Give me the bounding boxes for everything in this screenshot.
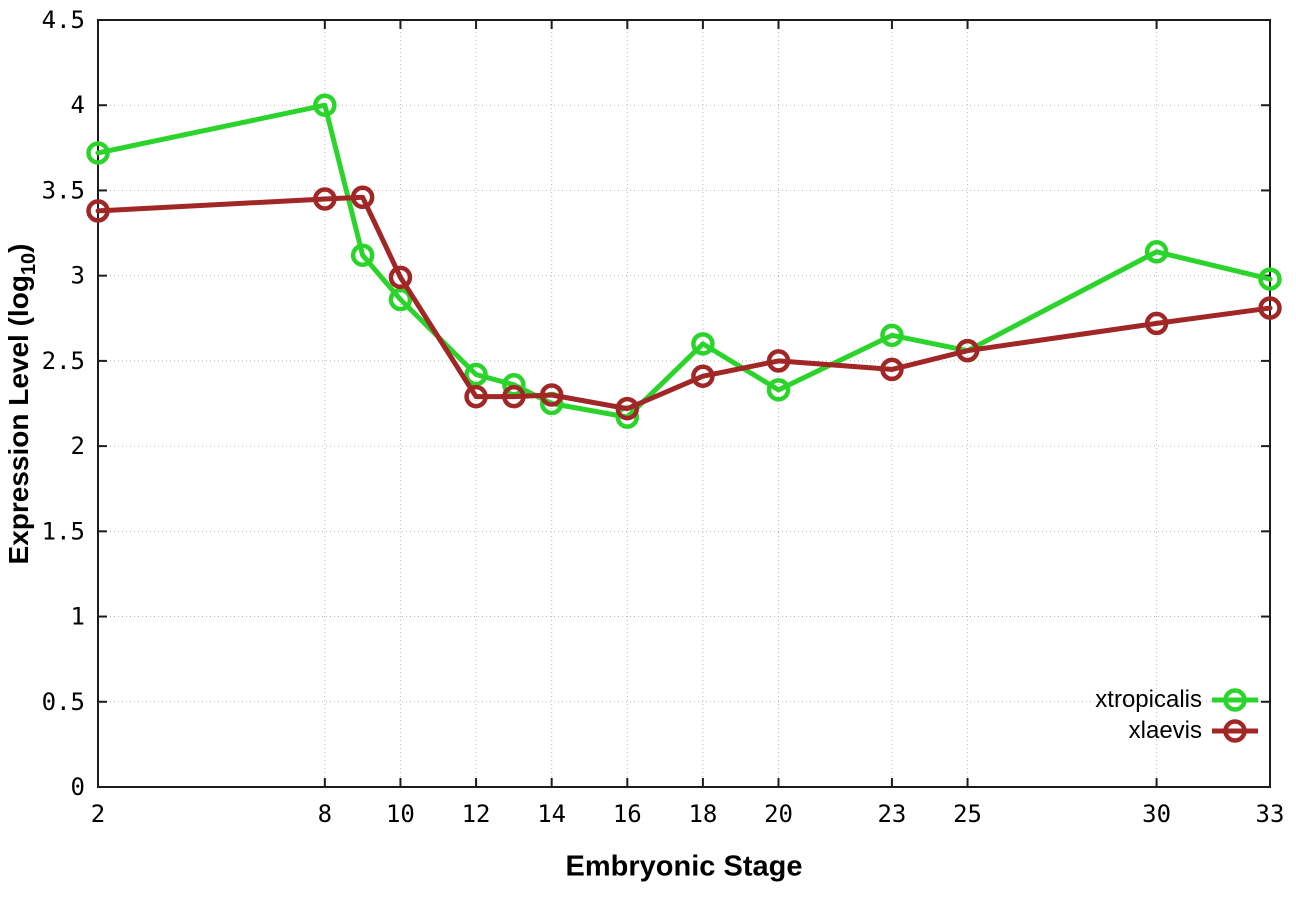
data-point-xlaevis-20	[766, 349, 791, 373]
data-point-xtropicalis-12	[464, 362, 488, 387]
data-point-xtropicalis-8	[313, 93, 337, 117]
y-tick-label: 1	[71, 603, 85, 631]
data-point-xtropicalis-30	[1144, 240, 1169, 264]
y-tick-label: 2	[71, 432, 85, 460]
data-point-xlaevis-30	[1144, 311, 1169, 336]
data-point-xtropicalis-9	[350, 243, 375, 267]
data-point-xtropicalis-2	[86, 141, 110, 165]
x-axis-label: Embryonic Stage	[565, 850, 803, 883]
x-tick-label: 8	[318, 800, 332, 828]
y-tick-label: 3	[71, 262, 85, 290]
y-tick-label: 0	[71, 773, 85, 801]
x-tick-label: 20	[764, 800, 793, 828]
y-axis-label-close: )	[3, 243, 35, 253]
y-axis-label: Expression Level (log10)	[3, 244, 41, 565]
data-point-xlaevis-12	[464, 384, 488, 409]
x-tick-label: 14	[537, 800, 566, 828]
data-point-xlaevis-18	[691, 364, 715, 388]
series-line-xlaevis	[95, 194, 1273, 412]
data-point-xlaevis-16	[615, 396, 640, 421]
x-tick-label: 12	[462, 800, 491, 828]
x-tick-label: 25	[953, 800, 982, 828]
legend-marker-xtropicalis	[1212, 687, 1258, 712]
data-point-xlaevis-25	[955, 338, 980, 363]
y-tick-label: 3.5	[42, 176, 85, 204]
y-tick-label: 1.5	[42, 517, 85, 545]
y-tick-label: 4	[71, 91, 85, 119]
x-tick-label: 30	[1142, 800, 1171, 828]
data-point-xlaevis-2	[86, 199, 110, 223]
y-tick-label: 4.5	[42, 6, 85, 34]
data-point-xtropicalis-23	[880, 323, 904, 348]
data-point-xtropicalis-10	[388, 287, 413, 312]
legend-entry-xtropicalis: xtropicalis	[1095, 684, 1258, 715]
x-tick-label: 23	[877, 800, 906, 828]
data-point-xtropicalis-20	[766, 378, 791, 402]
legend-circle-sample	[1223, 687, 1247, 712]
x-tick-label: 33	[1256, 800, 1285, 828]
legend-label-xtropicalis: xtropicalis	[1095, 685, 1202, 713]
series-line-xtropicalis	[95, 102, 1273, 420]
legend-marker-xlaevis	[1212, 718, 1258, 743]
x-tick-label: 16	[613, 800, 642, 828]
data-point-xlaevis-10	[388, 265, 413, 290]
y-axis-label-subscript: 10	[17, 252, 40, 276]
data-point-xlaevis-14	[539, 383, 564, 407]
data-point-xlaevis-8	[313, 187, 337, 211]
data-point-xtropicalis-33	[1258, 267, 1282, 291]
chart-legend: xtropicalis xlaevis	[1095, 684, 1258, 746]
x-tick-label: 10	[386, 800, 415, 828]
plot-border	[97, 19, 1271, 788]
legend-entry-xlaevis: xlaevis	[1095, 715, 1258, 746]
y-tick-label: 2.5	[42, 347, 85, 375]
data-point-xtropicalis-18	[691, 332, 715, 356]
x-tick-label: 18	[688, 800, 717, 828]
y-tick-label: 0.5	[42, 688, 85, 716]
data-point-xlaevis-9	[350, 185, 375, 210]
data-point-xlaevis-13	[502, 384, 526, 409]
y-axis-label-text: Expression Level (log	[3, 275, 35, 565]
data-point-xlaevis-33	[1258, 296, 1282, 320]
x-tick-label: 2	[91, 800, 105, 828]
legend-label-xlaevis: xlaevis	[1128, 716, 1202, 744]
legend-circle-sample	[1223, 718, 1247, 743]
data-point-xlaevis-23	[880, 357, 904, 382]
